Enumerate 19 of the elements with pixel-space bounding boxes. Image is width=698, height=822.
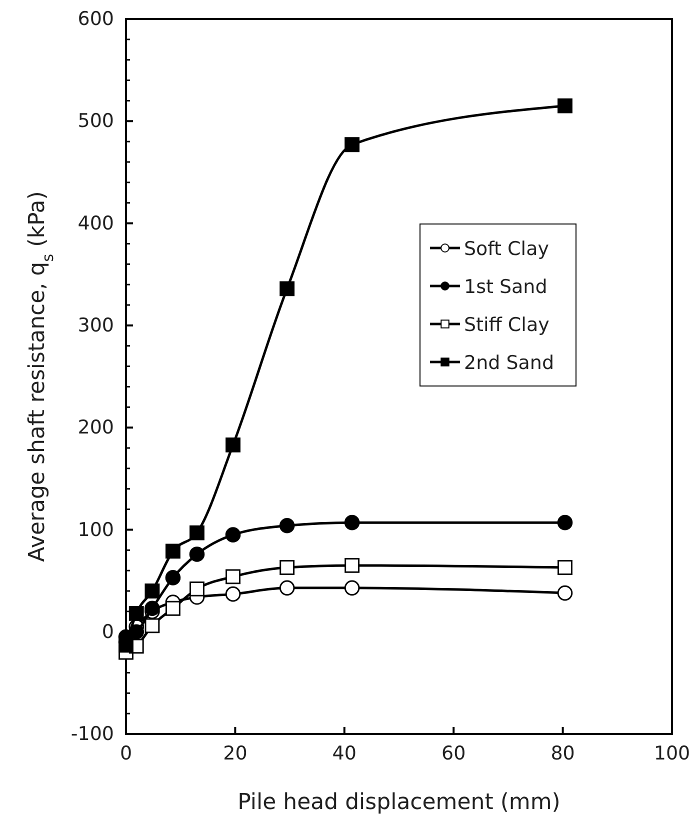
x-tick-label: 80: [550, 742, 575, 764]
y-tick-label: -100: [70, 723, 114, 746]
y-tick-label: 500: [78, 110, 114, 132]
y-tick-label: 0: [102, 620, 114, 643]
legend-label: Soft Clay: [464, 238, 549, 260]
x-tick-label: 20: [223, 742, 248, 764]
legend-label: 2nd Sand: [464, 352, 554, 374]
y-tick-label: 600: [78, 8, 114, 30]
y-tick-label: 100: [78, 518, 114, 541]
y-tick-label: 400: [78, 212, 114, 234]
legend-label: Stiff Clay: [464, 314, 550, 336]
legend-label: 1st Sand: [464, 276, 548, 298]
x-tick-label: 100: [654, 742, 690, 764]
y-tick-label: 200: [78, 416, 114, 439]
x-tick-label: 0: [120, 742, 132, 764]
x-tick-label: 60: [442, 742, 466, 764]
x-tick-label: 40: [332, 742, 356, 764]
y-tick-label: 300: [78, 314, 114, 337]
x-axis-title: Pile head displacement (mm): [238, 790, 560, 815]
